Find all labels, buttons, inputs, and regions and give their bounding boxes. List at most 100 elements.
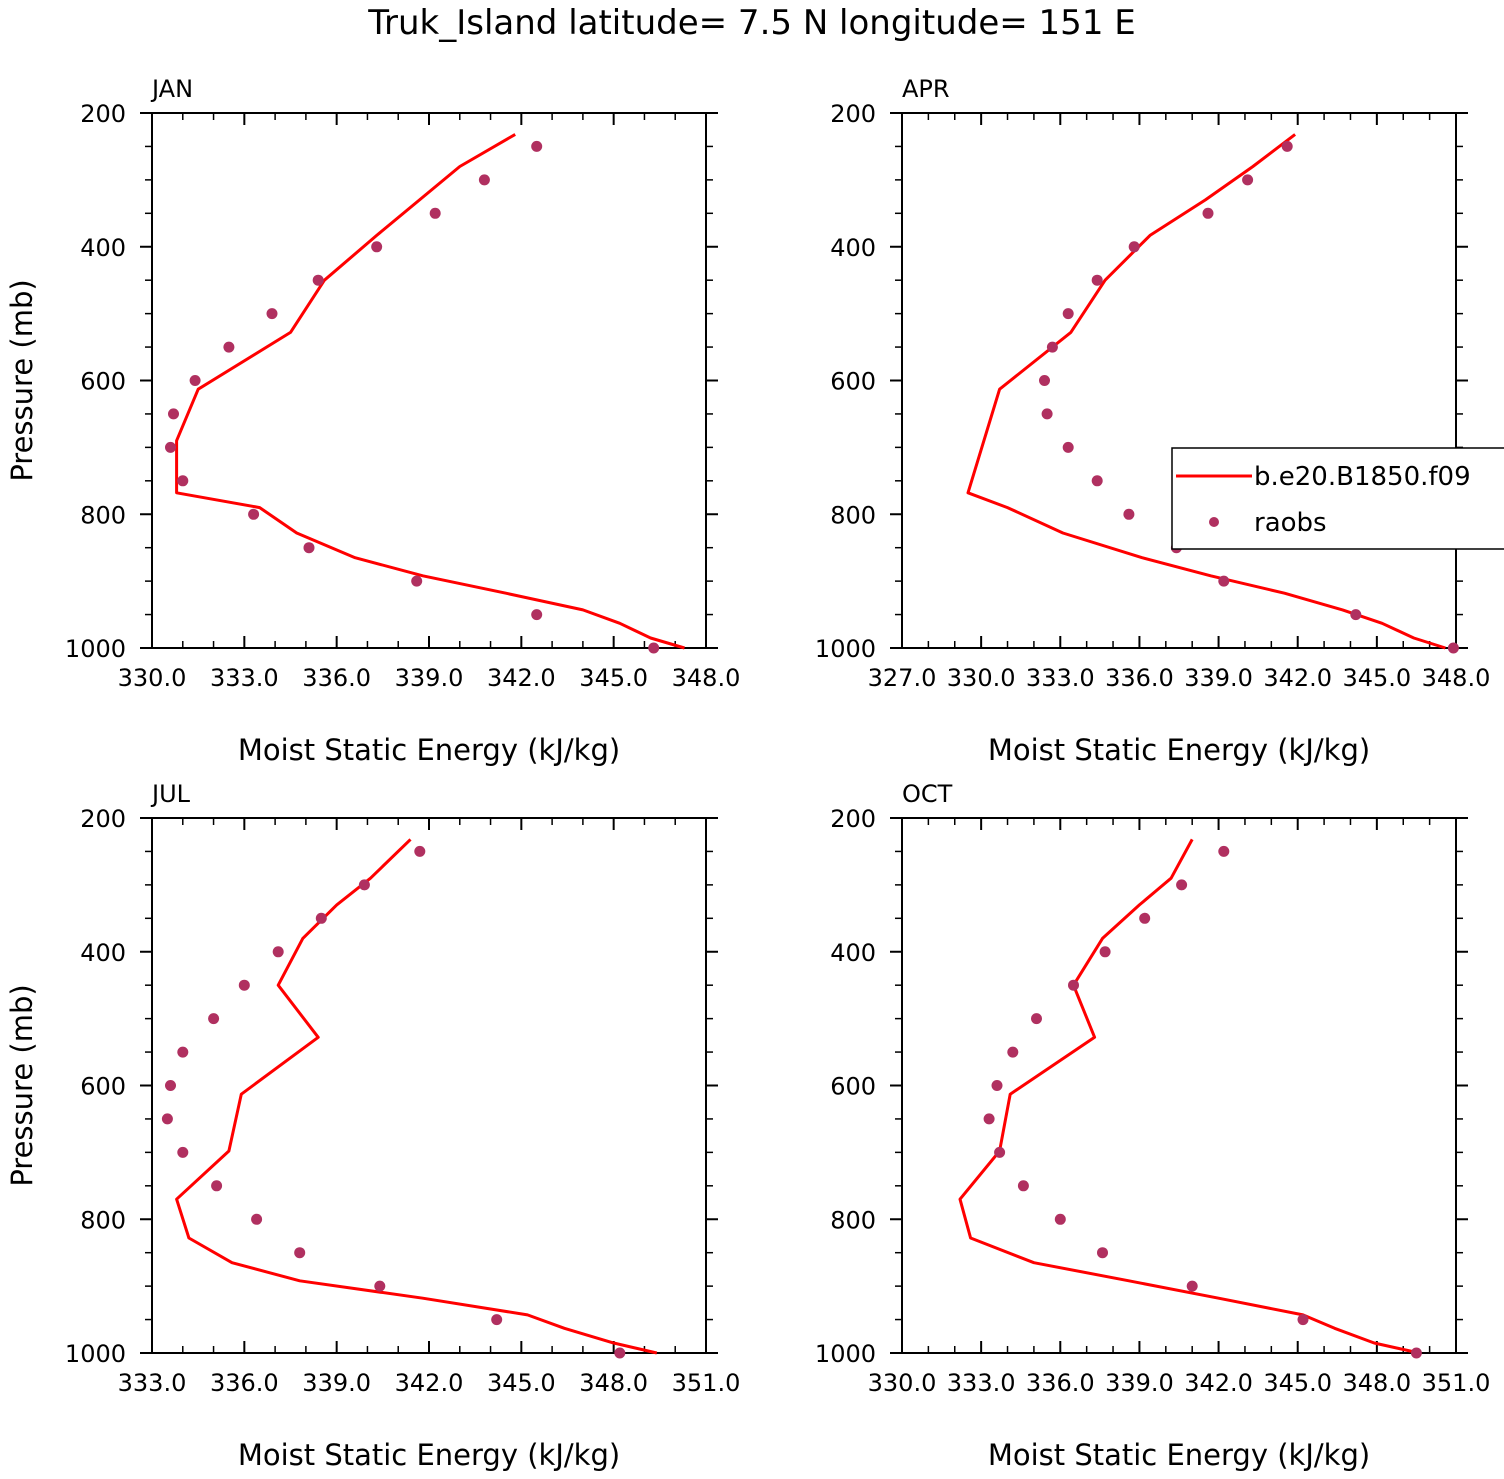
apr-series-raobs-point bbox=[1447, 642, 1459, 654]
apr-ytick-label: 200 bbox=[830, 100, 876, 128]
oct-xtick-label: 333.0 bbox=[947, 1369, 1016, 1397]
jan-xtick-label: 330.0 bbox=[118, 664, 187, 692]
jul-yaxis-title: Pressure (mb) bbox=[5, 984, 39, 1186]
oct-series-raobs-point bbox=[1068, 979, 1079, 991]
oct-series-raobs-point bbox=[1186, 1280, 1198, 1292]
oct-ytick-label: 200 bbox=[830, 805, 876, 833]
oct-series-raobs-point bbox=[991, 1080, 1003, 1091]
oct-series-raobs-point bbox=[1176, 879, 1188, 891]
jan-series-raobs-point bbox=[429, 207, 441, 219]
apr-ytick-label: 1000 bbox=[815, 635, 876, 663]
apr-xtick-label: 342.0 bbox=[1263, 664, 1332, 692]
jul-ytick-label: 800 bbox=[80, 1206, 126, 1234]
legend-box bbox=[1171, 447, 1504, 550]
jul-series-raobs-point bbox=[294, 1247, 306, 1259]
jul-ytick-label: 400 bbox=[80, 939, 126, 967]
apr-series-raobs-point bbox=[1062, 308, 1074, 320]
apr-series-raobs-point bbox=[1242, 174, 1254, 186]
apr-xaxis-title: Moist Static Energy (kJ/kg) bbox=[988, 733, 1370, 767]
apr-xtick-label: 348.0 bbox=[1422, 664, 1491, 692]
jul-plot-frame bbox=[151, 817, 707, 1354]
oct-xaxis-title: Moist Static Energy (kJ/kg) bbox=[988, 1438, 1370, 1472]
jan-xtick-label: 342.0 bbox=[487, 664, 556, 692]
oct-xtick-label: 342.0 bbox=[1184, 1369, 1253, 1397]
panel-jul: JUL 333.0 336.0 339.0 342.0 345.0 348.0 351.0 20… bbox=[5, 780, 740, 1472]
jul-xtick-label: 342.0 bbox=[395, 1369, 464, 1397]
oct-series-raobs-point bbox=[994, 1146, 1006, 1158]
jul-xtick-label: 348.0 bbox=[579, 1369, 648, 1397]
apr-series-raobs-point bbox=[1128, 241, 1140, 253]
jan-xtick-label: 345.0 bbox=[579, 664, 648, 692]
jan-xtick-label: 339.0 bbox=[395, 664, 464, 692]
jan-ytick-label: 400 bbox=[80, 234, 126, 262]
jan-series-b-e20-b1850-f09-line bbox=[175, 133, 685, 650]
oct-series-raobs-point bbox=[1007, 1046, 1019, 1058]
jul-ytick-label: 200 bbox=[80, 805, 126, 833]
jul-xtick-label: 336.0 bbox=[210, 1369, 279, 1397]
jul-xtick-label: 351.0 bbox=[672, 1369, 741, 1397]
jan-series-raobs-point bbox=[531, 609, 543, 621]
jul-series-raobs-point bbox=[238, 979, 250, 991]
oct-series-raobs-point bbox=[1297, 1314, 1309, 1326]
apr-series-raobs-point bbox=[1039, 375, 1050, 386]
apr-series-raobs-point bbox=[1041, 408, 1053, 420]
oct-series-raobs-point bbox=[1218, 845, 1230, 857]
jan-series-raobs-point bbox=[371, 241, 383, 253]
jul-series-raobs-point bbox=[374, 1280, 386, 1292]
jul-series-raobs-point bbox=[161, 1113, 173, 1125]
apr-series-raobs-point bbox=[1091, 274, 1103, 286]
apr-xtick-label: 327.0 bbox=[868, 664, 937, 692]
apr-panel-label: APR bbox=[902, 75, 950, 103]
jul-series-raobs-point bbox=[358, 879, 370, 891]
apr-ytick-label: 600 bbox=[830, 368, 876, 396]
jul-series-b-e20-b1850-f09-line bbox=[175, 838, 658, 1355]
jul-series-raobs-point bbox=[272, 946, 284, 958]
jul-series-raobs-point bbox=[315, 912, 327, 924]
jan-series-raobs-point bbox=[248, 508, 260, 520]
oct-xtick-label: 348.0 bbox=[1342, 1369, 1411, 1397]
jul-series-raobs-point bbox=[165, 1080, 176, 1091]
apr-series-raobs-point bbox=[1123, 508, 1135, 520]
jan-series-raobs-point bbox=[531, 140, 543, 152]
oct-xtick-label: 345.0 bbox=[1263, 1369, 1332, 1397]
oct-series-b-e20-b1850-f09-line bbox=[958, 838, 1420, 1355]
jul-xtick-label: 339.0 bbox=[302, 1369, 371, 1397]
oct-panel-label: OCT bbox=[902, 780, 953, 808]
jan-series-raobs-point bbox=[303, 542, 315, 554]
jan-series-raobs-point bbox=[312, 274, 324, 286]
oct-series-raobs-point bbox=[1017, 1180, 1029, 1192]
jan-series-raobs-point bbox=[411, 575, 423, 587]
oct-plot-frame bbox=[901, 817, 1457, 1354]
oct-xtick-label: 330.0 bbox=[868, 1369, 937, 1397]
apr-series-raobs-point bbox=[1046, 341, 1058, 353]
jul-series-raobs-point bbox=[177, 1146, 189, 1158]
panel-oct: OCT 330.0 333.0 336.0 339.0 342.0 345.0 348.0 35… bbox=[815, 780, 1490, 1472]
jan-xtick-label: 348.0 bbox=[672, 664, 741, 692]
jul-series-raobs-point bbox=[491, 1314, 503, 1326]
figure-title: Truk_Island latitude= 7.5 N longitude= 1… bbox=[367, 3, 1136, 43]
legend-dot-swatch bbox=[1209, 517, 1219, 527]
jul-series-raobs-point bbox=[177, 1046, 189, 1058]
jan-ytick-label: 1000 bbox=[65, 635, 126, 663]
jan-series-raobs-point bbox=[266, 308, 278, 320]
apr-series-raobs-point bbox=[1091, 475, 1103, 487]
jul-series-raobs-point bbox=[211, 1180, 223, 1192]
apr-xtick-label: 330.0 bbox=[947, 664, 1016, 692]
oct-series-raobs-point bbox=[1031, 1013, 1042, 1025]
legend-label-model: b.e20.B1850.f09 bbox=[1254, 462, 1471, 492]
apr-series-raobs-point bbox=[1281, 140, 1293, 152]
jul-xtick-label: 345.0 bbox=[487, 1369, 556, 1397]
oct-series-raobs-point bbox=[1410, 1347, 1422, 1359]
jan-ytick-label: 800 bbox=[80, 501, 126, 529]
legend-label-obs: raobs bbox=[1254, 508, 1327, 538]
apr-xtick-label: 336.0 bbox=[1105, 664, 1174, 692]
oct-xtick-label: 351.0 bbox=[1422, 1369, 1491, 1397]
oct-ytick-label: 1000 bbox=[815, 1340, 876, 1368]
oct-series-raobs-point bbox=[1097, 1247, 1108, 1259]
jul-series-raobs-point bbox=[208, 1013, 220, 1025]
jan-panel-label: JAN bbox=[150, 75, 193, 103]
jan-yaxis-title: Pressure (mb) bbox=[5, 279, 39, 481]
apr-ytick-label: 800 bbox=[830, 501, 876, 529]
apr-xtick-label: 333.0 bbox=[1026, 664, 1095, 692]
jan-series-raobs-point bbox=[177, 475, 189, 487]
